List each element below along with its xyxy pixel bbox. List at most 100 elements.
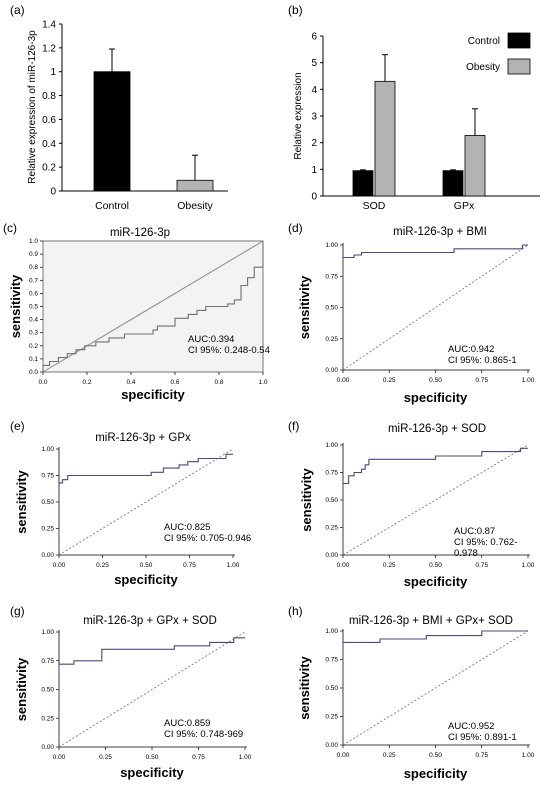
- auc-annotation: CI 95%: 0.762-: [454, 537, 517, 548]
- y-tick-label: 0.2: [42, 163, 56, 174]
- x-tick-label: 0.75: [475, 377, 488, 384]
- chart-title: miR-126-3p + BMI + GPx+ SOD: [349, 615, 513, 627]
- y-axis-label: sensitivity: [14, 469, 29, 533]
- y-tick-label: 1.0: [29, 238, 38, 245]
- x-tick-label: 0.00: [337, 752, 350, 759]
- y-tick-label: 0.8: [29, 264, 38, 271]
- x-tick-label: 0.2: [82, 379, 91, 386]
- x-tick-label: 1.00: [522, 752, 535, 759]
- y-tick-label: 0.25: [325, 714, 338, 721]
- legend-swatch-obesity: [507, 58, 531, 75]
- chart-title: miR-126-3p + GPx: [95, 432, 191, 444]
- y-axis-label: sensitivity: [299, 467, 314, 531]
- x-tick-label: Obesity: [177, 200, 213, 212]
- y-tick-label: 0.25: [41, 526, 54, 533]
- y-axis-label: sensitivity: [297, 655, 312, 719]
- panel-e: (e) 0.00 0.25 0.50 0.75 1.00 0.00 0.25 0.50 0.75…: [10, 419, 251, 587]
- x-tick-label: 0.00: [337, 377, 350, 384]
- panel-label-b: (b): [288, 3, 303, 17]
- x-tick-label: 0.00: [53, 754, 66, 761]
- x-tick-label: Control: [95, 200, 129, 212]
- y-tick-label: 0.9: [29, 251, 38, 258]
- x-tick-label: 0.0: [38, 379, 47, 386]
- y-tick-label: 2: [311, 138, 317, 149]
- x-axis-label: specificity: [120, 765, 184, 780]
- panel-g: (g) 0.00 0.25 0.50 0.75 1.00 0.00 0.25 0.50 0.75…: [10, 604, 252, 780]
- auc-annotation: 0.978: [454, 548, 478, 559]
- panel-label-e: (e): [10, 419, 25, 433]
- y-tick-label: 4: [311, 85, 317, 96]
- x-tick-label: 0.25: [99, 754, 112, 761]
- x-axis-label: specificity: [121, 387, 185, 402]
- y-tick-label: 0.50: [325, 305, 338, 312]
- panel-label-a: (a): [10, 3, 25, 17]
- x-tick-label: 0.75: [475, 562, 488, 569]
- y-tick-label: 0.75: [41, 473, 54, 480]
- x-tick-label: 0.50: [140, 562, 153, 569]
- chart-title: miR-126-3p + GPx + SOD: [83, 615, 217, 627]
- x-tick-label: 0.25: [383, 752, 396, 759]
- x-tick-label: 0.75: [192, 754, 205, 761]
- x-tick-label: 0.25: [383, 377, 396, 384]
- y-tick-label: 0.2: [29, 343, 38, 350]
- x-tick-label: 0.25: [96, 562, 109, 569]
- x-axis-label: specificity: [404, 574, 468, 589]
- panel-label-c: (c): [3, 221, 17, 235]
- panel-c: (c) 0.0 0.2 0.4 0.6 0.8 1.0 0.0 0.1 0.2 0.3 0.4 0.5…: [3, 221, 270, 402]
- bar-obesity-gpx: [464, 135, 486, 197]
- y-tick-label: 0.50: [325, 497, 338, 504]
- y-tick-label: 1.00: [325, 242, 338, 249]
- y-axis-label: sensitivity: [14, 657, 29, 721]
- roc-curve: [342, 630, 528, 745]
- y-tick-label: 0.0: [29, 369, 38, 376]
- reference-diagonal: [342, 630, 529, 746]
- auc-annotation: AUC:0.952: [448, 721, 494, 732]
- bar-obesity: [176, 179, 214, 192]
- x-tick-label: 0.00: [53, 562, 66, 569]
- y-tick-label: 1.00: [325, 442, 338, 449]
- y-tick-label: 0: [311, 192, 317, 203]
- panel-label-g: (g): [10, 604, 25, 618]
- auc-annotation: CI 95%: 0.248-0.54: [188, 345, 270, 356]
- x-tick-label: 0.50: [146, 754, 159, 761]
- y-tick-label: 0.00: [325, 742, 338, 749]
- y-tick-label: 0.25: [325, 336, 338, 343]
- roc-curve: [58, 637, 245, 747]
- roc-curve: [58, 453, 233, 555]
- panel-a: (a) 0 0.2 0.4 0.6 0.8 1 1.2 1.4 Control Obesity Re…: [10, 3, 228, 212]
- legend-label: Obesity: [466, 62, 500, 73]
- auc-annotation: AUC:0.942: [448, 344, 494, 355]
- y-tick-label: 6: [311, 32, 317, 43]
- x-tick-label: GPx: [454, 200, 475, 212]
- y-tick-label: 0.00: [325, 552, 338, 559]
- roc-curve: [342, 447, 528, 555]
- x-tick-label: 1.0: [258, 379, 267, 386]
- y-tick-label: 0.00: [41, 552, 54, 559]
- reference-diagonal: [58, 448, 234, 556]
- y-axis-label: Relative expression: [293, 72, 304, 159]
- y-tick-label: 0.50: [41, 499, 54, 506]
- x-tick-label: 0.50: [429, 562, 442, 569]
- bar-control: [93, 71, 131, 192]
- x-tick-label: 0.50: [429, 752, 442, 759]
- y-axis-label: Relative expression of miR-126-3p: [27, 30, 38, 184]
- y-tick-label: 0.75: [325, 470, 338, 477]
- reference-diagonal: [342, 244, 529, 371]
- x-tick-label: 0.75: [475, 752, 488, 759]
- y-tick-label: 0.1: [29, 356, 38, 363]
- panel-label-d: (d): [288, 221, 303, 235]
- y-tick-label: 5: [311, 58, 317, 69]
- auc-annotation: AUC:0.825: [164, 522, 210, 533]
- bar-control-gpx: [442, 170, 464, 197]
- y-tick-label: 0.6: [29, 290, 38, 297]
- y-axis-label: sensitivity: [297, 275, 312, 339]
- auc-annotation: CI 95%: 0.705-0.946: [164, 533, 251, 544]
- x-axis-label: specificity: [404, 390, 468, 405]
- chart-title: miR-126-3p + BMI: [393, 226, 487, 238]
- auc-annotation: AUC:0.859: [164, 718, 210, 729]
- auc-annotation: CI 95%: 0.891-1: [448, 732, 517, 743]
- y-tick-label: 0.75: [41, 658, 54, 665]
- x-tick-label: 0.4: [126, 379, 135, 386]
- y-tick-label: 1.2: [42, 43, 56, 54]
